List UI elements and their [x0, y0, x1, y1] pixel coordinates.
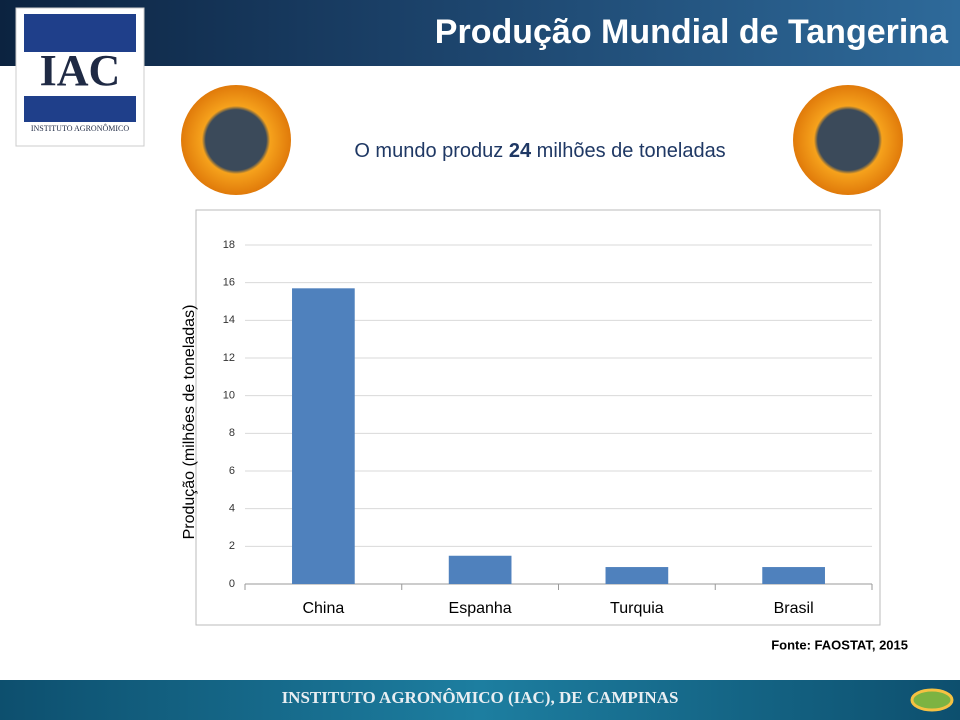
x-tick-label: Brasil	[774, 600, 814, 617]
x-tick-label: Turquia	[610, 600, 664, 617]
y-tick-label: 14	[223, 314, 235, 326]
y-tick-label: 10	[223, 390, 235, 402]
logo-name: IAC	[40, 46, 121, 95]
bar	[448, 555, 512, 584]
y-tick-label: 2	[229, 540, 235, 552]
orange-globe-right	[793, 85, 903, 195]
logo-band	[24, 52, 136, 96]
y-tick-label: 4	[229, 503, 235, 515]
plot: 0 2 4 6 8 10 12 14 16 18 China Espanha Turquia Brasil	[223, 239, 873, 617]
bar	[762, 567, 825, 584]
y-tick-label: 12	[223, 352, 235, 364]
subtitle-before: O mundo produz	[354, 140, 503, 162]
footer-text: INSTITUTO AGRONÔMICO (IAC), DE CAMPINAS	[282, 688, 679, 707]
footer-emblem	[910, 688, 954, 712]
y-tick-label: 18	[223, 239, 235, 251]
orange-globe-left	[181, 85, 291, 195]
header-bar	[0, 0, 960, 66]
bar	[292, 288, 355, 584]
subtitle-number: 24	[509, 140, 532, 162]
source: Fonte: FAOSTAT, 2015	[771, 637, 908, 652]
logo-subtitle: INSTITUTO AGRONÔMICO	[31, 123, 130, 133]
subtitle: O mundo produz 24 milhões de toneladas	[354, 140, 725, 162]
x-tick-label: Espanha	[449, 600, 512, 617]
y-tick-label: 8	[229, 427, 235, 439]
slide-title: Produção Mundial de Tangerina	[435, 13, 949, 51]
bar	[605, 567, 669, 584]
y-tick-label: 16	[223, 277, 235, 289]
y-tick-label: 6	[229, 465, 235, 477]
x-tick-label: China	[302, 600, 344, 617]
subtitle-after: milhões de toneladas	[537, 140, 726, 162]
y-axis-label: Produção (milhões de toneladas)	[181, 305, 198, 540]
y-tick-label: 0	[229, 578, 235, 590]
footer-bar	[0, 680, 960, 720]
